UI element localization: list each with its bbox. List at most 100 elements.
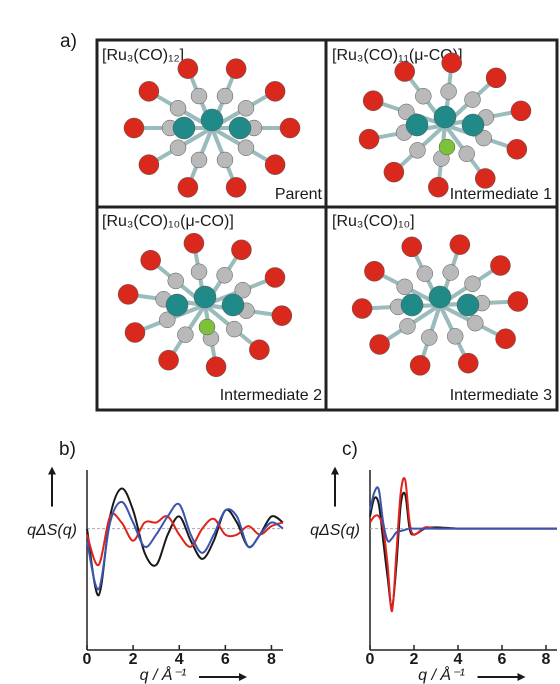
- cell-caption: Parent: [275, 186, 323, 203]
- atom: [280, 118, 300, 138]
- atom: [170, 100, 186, 116]
- atom: [410, 355, 430, 375]
- atom: [272, 306, 292, 326]
- atom: [397, 279, 413, 295]
- atom: [429, 286, 451, 308]
- atom: [249, 340, 269, 360]
- atom: [415, 88, 431, 104]
- atom: [352, 299, 372, 319]
- atom: [217, 88, 233, 104]
- x-tick-label: 4: [175, 651, 184, 668]
- atom: [194, 286, 216, 308]
- atom: [434, 106, 456, 128]
- atom: [141, 250, 161, 270]
- atom: [238, 100, 254, 116]
- atom: [226, 321, 242, 337]
- atom: [139, 81, 159, 101]
- atom: [265, 155, 285, 175]
- atom: [467, 315, 483, 331]
- atom: [384, 162, 404, 182]
- cell-title: [Ru₃(CO)₁₀(μ-CO)]: [102, 213, 234, 230]
- atom: [139, 155, 159, 175]
- atom: [450, 235, 470, 255]
- atom: [465, 276, 481, 292]
- atom: [226, 177, 246, 197]
- atom: [177, 327, 193, 343]
- atom: [184, 233, 204, 253]
- atom: [496, 329, 516, 349]
- atom: [421, 329, 437, 345]
- atom: [462, 114, 484, 136]
- atom: [363, 91, 383, 111]
- atom: [124, 118, 144, 138]
- atom: [458, 353, 478, 373]
- atom: [178, 59, 198, 79]
- atom: [511, 101, 531, 121]
- x-tick-label: 8: [267, 651, 276, 668]
- cell-caption: Intermediate 1: [450, 186, 552, 203]
- atom: [399, 318, 415, 334]
- atom: [442, 53, 462, 73]
- atom: [447, 328, 463, 344]
- cell-caption: Intermediate 2: [220, 387, 322, 404]
- page: a) [Ru₃(CO)₁₂] [Ru₃(CO)₁₁(μ-CO)] [Ru₃(CO…: [0, 0, 560, 684]
- atom: [457, 294, 479, 316]
- y-axis-label: qΔS(q): [27, 522, 77, 539]
- atom: [238, 140, 254, 156]
- atom: [125, 323, 145, 343]
- cell-title: [Ru₃(CO)₁₂]: [102, 47, 184, 64]
- atom: [222, 294, 244, 316]
- atom: [443, 265, 459, 281]
- atom: [409, 142, 425, 158]
- cell-caption: Intermediate 3: [450, 387, 552, 404]
- atom: [364, 261, 384, 281]
- x-tick-label: 6: [498, 651, 507, 668]
- atom: [439, 139, 455, 155]
- cell-title: [Ru₃(CO)₁₀]: [332, 213, 415, 230]
- atom: [490, 256, 510, 276]
- atom: [465, 92, 481, 108]
- atom: [475, 168, 495, 188]
- atom: [459, 146, 475, 162]
- atom: [486, 68, 506, 88]
- panel-label: b): [59, 439, 76, 460]
- panel-label: a): [60, 31, 77, 52]
- atom: [370, 334, 390, 354]
- atom: [217, 267, 233, 283]
- atom: [118, 284, 138, 304]
- y-axis-label: qΔS(q): [310, 522, 360, 539]
- atom: [170, 140, 186, 156]
- atom: [402, 237, 422, 257]
- panel-label: c): [342, 439, 358, 460]
- atom: [199, 319, 215, 335]
- atom: [159, 350, 179, 370]
- atom: [441, 84, 457, 100]
- atom: [191, 264, 207, 280]
- atom: [265, 267, 285, 287]
- x-tick-label: 4: [454, 651, 463, 668]
- atom: [395, 62, 415, 82]
- atom: [406, 114, 428, 136]
- x-tick-label: 6: [221, 651, 230, 668]
- atom: [507, 139, 527, 159]
- atom: [201, 109, 223, 131]
- atom: [217, 152, 233, 168]
- atom: [168, 273, 184, 289]
- x-tick-label: 0: [366, 651, 375, 668]
- x-tick-label: 0: [83, 651, 92, 668]
- atom: [417, 266, 433, 282]
- atom: [508, 291, 528, 311]
- atom: [173, 117, 195, 139]
- atom: [229, 117, 251, 139]
- atom: [428, 177, 448, 197]
- data-line: [370, 493, 557, 608]
- atom: [191, 88, 207, 104]
- atom: [359, 129, 379, 149]
- data-line: [87, 514, 283, 565]
- atom: [206, 357, 226, 377]
- atom: [166, 294, 188, 316]
- atom: [226, 59, 246, 79]
- atom: [231, 240, 251, 260]
- atom: [401, 294, 423, 316]
- atom: [191, 152, 207, 168]
